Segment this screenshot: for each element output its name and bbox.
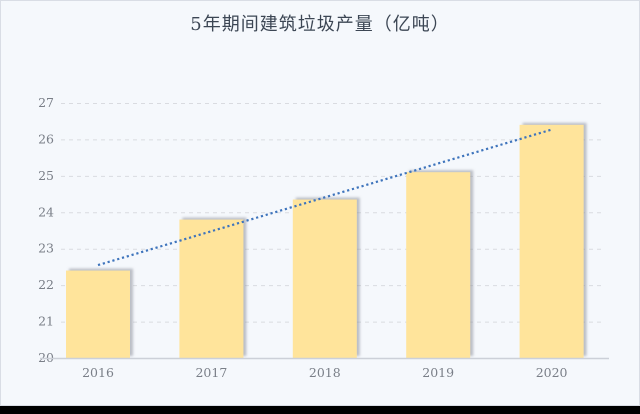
y-axis-tick-label: 20: [38, 350, 54, 365]
y-axis-tick-label: 25: [38, 168, 54, 183]
bar-2016: [66, 270, 130, 358]
x-axis-tick-label: 2019: [422, 365, 454, 380]
y-axis-tick-label: 23: [38, 241, 54, 256]
trendline: [97, 128, 552, 267]
bar-chart-canvas: 20 21 22 23 24 25 26 27 2016 2017 2018 2019 2020: [38, 95, 609, 380]
bar-2017: [179, 219, 244, 358]
x-axis-tick-label: 2017: [195, 365, 227, 380]
y-axis-tick-label: 21: [38, 314, 54, 329]
y-axis-tick-label: 22: [38, 277, 54, 292]
y-axis-tick-label: 24: [38, 204, 54, 219]
bar-2019: [406, 172, 471, 358]
bar-2018: [292, 199, 357, 358]
x-axis-tick-label: 2020: [536, 365, 568, 380]
y-axis-tick-label: 27: [38, 95, 54, 110]
chart-title: 5年期间建筑垃圾产量（亿吨）: [190, 14, 450, 35]
x-axis-tick-label: 2016: [82, 365, 114, 380]
y-axis-tick-label: 26: [38, 131, 54, 146]
bar-2020: [519, 124, 584, 358]
bottom-black-bar: [0, 406, 640, 414]
x-axis-tick-label: 2018: [309, 365, 341, 380]
